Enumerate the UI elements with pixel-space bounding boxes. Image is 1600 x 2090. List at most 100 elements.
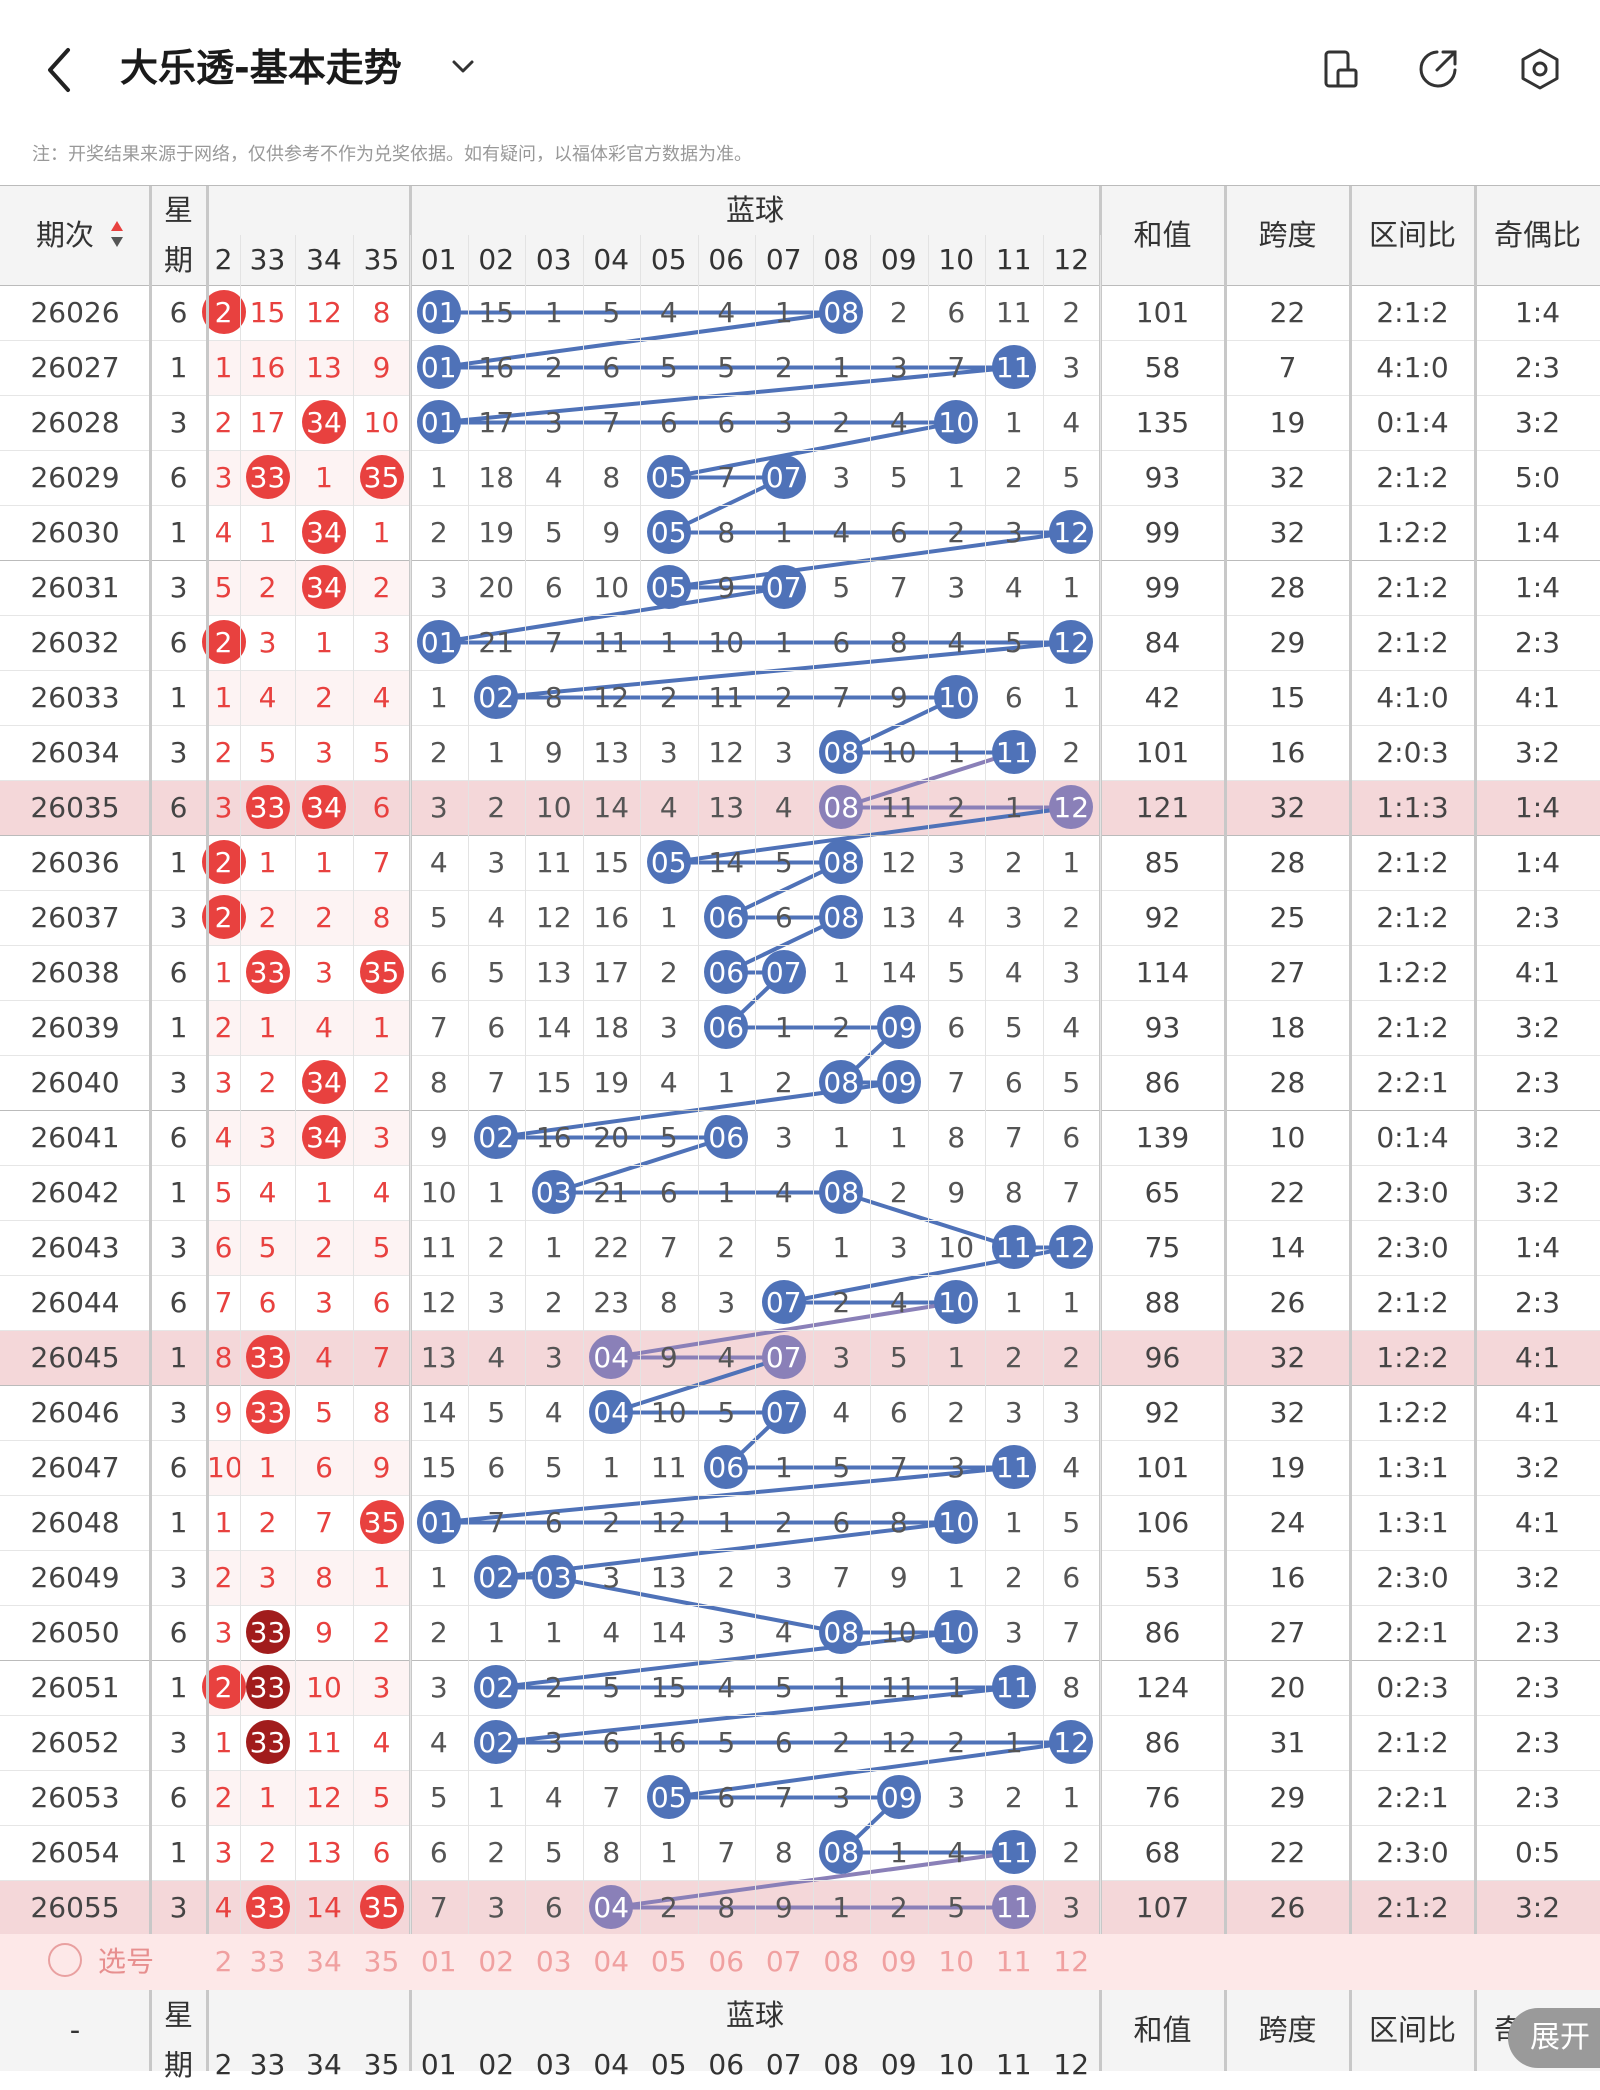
odd-even-cell: 2:3 <box>1514 1726 1561 1759</box>
blue-miss-number: 19 <box>593 1066 630 1099</box>
blue-ball <box>531 1170 576 1214</box>
page-title[interactable]: 大乐透-基本走势 <box>120 46 402 90</box>
blue-miss-number: 2 <box>544 1286 563 1319</box>
row-divider <box>0 1110 1600 1111</box>
select-blue-number[interactable]: 09 <box>880 1945 917 1978</box>
red-ball-number: 33 <box>249 1396 286 1429</box>
span-cell: 16 <box>1269 736 1306 769</box>
week-cell: 3 <box>169 1561 188 1594</box>
select-blue-number[interactable]: 10 <box>938 1945 975 1978</box>
zone-ratio-cell: 2:3:0 <box>1376 1231 1449 1264</box>
select-red-number[interactable]: 33 <box>249 1945 286 1978</box>
column-divider <box>1349 185 1352 1934</box>
row-divider <box>0 780 1600 781</box>
blue-miss-number: 1 <box>889 1121 908 1154</box>
chevron-down-icon[interactable] <box>448 52 478 82</box>
settings-icon[interactable] <box>1517 46 1563 92</box>
week-cell: 1 <box>169 351 188 384</box>
select-blue-number[interactable]: 01 <box>420 1945 457 1978</box>
select-blue-number[interactable]: 11 <box>995 1945 1032 1978</box>
red-ball-number: 35 <box>363 956 400 989</box>
red-miss-number: 2 <box>315 1231 333 1264</box>
row-divider <box>0 1770 1600 1771</box>
red-ball <box>302 1060 346 1104</box>
blue-miss-number: 13 <box>420 1341 457 1374</box>
share-icon[interactable] <box>1415 46 1461 92</box>
screen-rotate-icon[interactable] <box>1318 46 1364 92</box>
zone-ratio-cell: 2:3:0 <box>1376 1836 1449 1869</box>
week-cell: 3 <box>169 571 188 604</box>
issue-cell: 26034 <box>30 736 120 769</box>
select-blue-number[interactable]: 07 <box>765 1945 802 1978</box>
select-blue-number[interactable]: 04 <box>593 1945 630 1978</box>
red-miss-number: 5 <box>258 1231 277 1264</box>
select-red-number[interactable]: 35 <box>363 1945 400 1978</box>
red-miss-number: 1 <box>258 516 277 549</box>
blue-miss-number: 12 <box>880 1726 917 1759</box>
select-blue-number[interactable]: 06 <box>708 1945 745 1978</box>
blue-miss-number: 1 <box>429 681 448 714</box>
red-miss-number: 9 <box>315 1616 333 1649</box>
blue-miss-number: 3 <box>774 1121 793 1154</box>
blue-ball <box>761 565 806 609</box>
red-miss-number: 2 <box>258 1506 277 1539</box>
column-divider <box>1224 185 1227 1934</box>
issue-cell: 26045 <box>30 1341 120 1374</box>
blue-ball-number: 08 <box>823 846 860 879</box>
odd-even-cell: 2:3 <box>1514 626 1561 659</box>
blue-miss-number: 3 <box>889 351 908 384</box>
blue-ball-number: 06 <box>708 956 745 989</box>
span-cell: 15 <box>1269 681 1306 714</box>
blue-miss-number: 6 <box>429 1836 448 1869</box>
red-miss-number: 12 <box>306 296 342 329</box>
expand-button[interactable]: 展开 <box>1508 2008 1600 2068</box>
footer-header-zone-ratio: 区间比 <box>1368 2013 1456 2047</box>
footer-header-blue-col: 06 <box>708 2048 745 2081</box>
sum-cell: 93 <box>1144 461 1181 494</box>
blue-ball <box>474 1665 519 1709</box>
week-cell: 1 <box>169 1836 188 1869</box>
red-miss-number: 9 <box>372 351 391 384</box>
blue-miss-number: 4 <box>544 461 563 494</box>
select-blue-number[interactable]: 12 <box>1053 1945 1090 1978</box>
zone-ratio-cell: 2:1:2 <box>1376 461 1449 494</box>
zone-ratio-cell: 2:1:2 <box>1376 901 1449 934</box>
blue-ball-number: 07 <box>765 1396 802 1429</box>
blue-miss-number: 9 <box>889 1561 908 1594</box>
blue-miss-number: 1 <box>487 1781 506 1814</box>
red-ball <box>245 1885 290 1929</box>
issue-cell: 26047 <box>30 1451 120 1484</box>
blue-ball <box>876 1060 921 1104</box>
blue-miss-number: 2 <box>659 1891 678 1924</box>
select-blue-number[interactable]: 02 <box>478 1945 515 1978</box>
span-cell: 14 <box>1269 1231 1306 1264</box>
select-red-number[interactable]: 2 <box>214 1945 233 1978</box>
blue-ball <box>761 1280 806 1324</box>
blue-ball-number: 05 <box>650 846 687 879</box>
select-blue-number[interactable]: 08 <box>823 1945 860 1978</box>
week-cell: 1 <box>169 516 188 549</box>
cell-divider <box>467 235 469 1934</box>
sum-cell: 114 <box>1135 956 1190 989</box>
blue-miss-number: 11 <box>880 791 917 824</box>
blue-miss-number: 1 <box>947 1561 966 1594</box>
blue-miss-number: 10 <box>593 571 630 604</box>
select-number-label[interactable]: 选号 <box>98 1945 155 1978</box>
red-ball-number: 2 <box>214 626 233 659</box>
back-arrow-icon[interactable] <box>40 44 80 96</box>
select-blue-number[interactable]: 03 <box>535 1945 572 1978</box>
header-sort-icon[interactable] <box>110 219 124 249</box>
select-red-number[interactable]: 34 <box>306 1945 342 1978</box>
select-blue-number[interactable]: 05 <box>650 1945 687 1978</box>
issue-cell: 26035 <box>30 791 120 824</box>
red-miss-number: 4 <box>258 1176 277 1209</box>
blue-ball-number: 12 <box>1053 1231 1090 1264</box>
blue-miss-number: 16 <box>535 1121 572 1154</box>
red-ball-number: 34 <box>306 571 342 604</box>
blue-miss-number: 1 <box>1004 406 1023 439</box>
blue-miss-number: 9 <box>602 516 621 549</box>
blue-ball <box>704 1445 749 1489</box>
select-checkbox-icon[interactable] <box>48 1943 82 1977</box>
red-miss-number: 4 <box>315 1341 333 1374</box>
zone-ratio-cell: 2:2:1 <box>1376 1781 1449 1814</box>
